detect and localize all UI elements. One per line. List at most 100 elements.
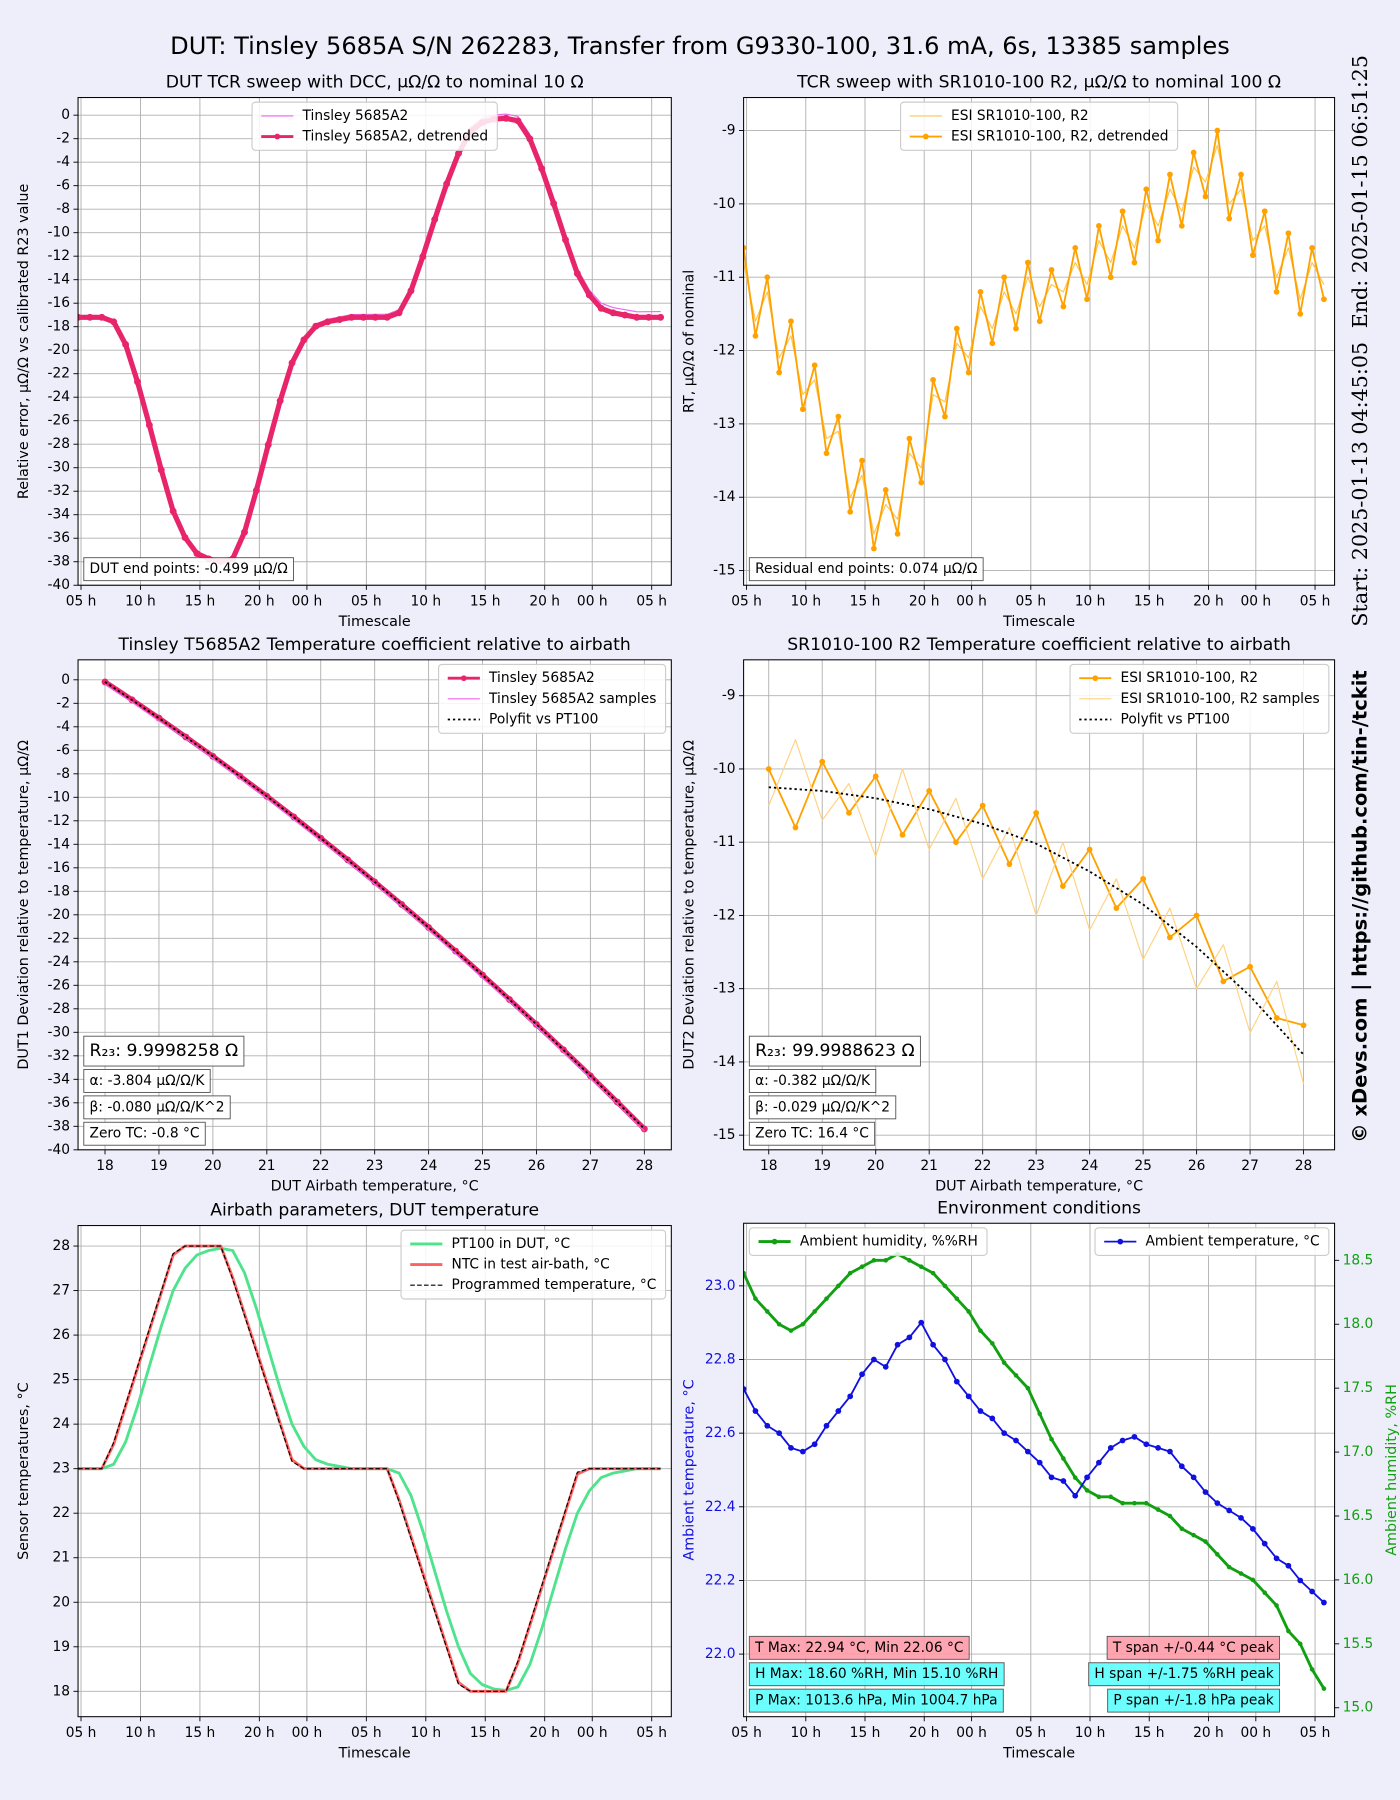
y-axis-label: DUT2 Deviation relative to temperature, …: [682, 740, 698, 1070]
series-line: [104, 681, 645, 1130]
data-point: [930, 1341, 936, 1348]
x-tick-label: 05 h: [1300, 593, 1331, 609]
x-tick-label: 00 h: [577, 1725, 608, 1741]
y-tick-label: 24: [52, 1416, 70, 1432]
data-point: [882, 487, 889, 493]
x-tick-label: 05 h: [731, 1725, 762, 1741]
data-point: [918, 479, 925, 486]
y-tick-label: -20: [48, 342, 70, 358]
data-point: [1108, 1494, 1114, 1500]
data-point: [621, 311, 629, 319]
legend-label: Polyfit vs PT100: [1121, 711, 1230, 727]
y2-tick-label: 15.5: [1343, 1636, 1374, 1652]
x-tick-label: 23: [366, 1158, 384, 1174]
y-tick-label: -12: [48, 248, 70, 264]
data-point: [597, 304, 605, 312]
data-point: [1226, 1564, 1232, 1570]
chart-title: SR1010-100 R2 Temperature coefficient re…: [787, 635, 1291, 655]
data-point: [871, 1356, 877, 1363]
data-point: [978, 1328, 983, 1333]
x-tick-label: 28: [636, 1158, 654, 1174]
data-point: [1300, 1022, 1307, 1029]
annotation-text: Zero TC: 16.4 °C: [755, 1126, 869, 1142]
data-point: [1193, 912, 1200, 919]
data-point: [395, 309, 403, 317]
series-line: [78, 115, 661, 565]
data-point: [1025, 1385, 1031, 1391]
x-tick-label: 10 h: [410, 593, 441, 609]
annotation: α: -0.382 µΩ/Ω/K: [748, 1069, 877, 1093]
data-point: [824, 1296, 829, 1301]
y-tick-label: -15: [713, 1127, 735, 1143]
x-tick-label: 05 h: [636, 1725, 667, 1741]
y2-tick-label: 16.0: [1343, 1572, 1374, 1588]
data-point: [1238, 171, 1244, 178]
data-point: [953, 1378, 960, 1385]
x-tick-label: 20 h: [529, 593, 560, 609]
data-point: [1238, 1514, 1244, 1521]
legend-label: Tinsley 5685A2: [302, 108, 409, 124]
y2-tick-label: 18.5: [1343, 1252, 1374, 1268]
data-point: [1191, 1532, 1196, 1538]
axes-background: [78, 97, 672, 586]
y-tick-label: -10: [713, 196, 735, 212]
x-tick-label: 22: [974, 1158, 992, 1174]
data-point: [1060, 1478, 1067, 1484]
data-point: [1179, 1526, 1185, 1532]
annotation: Zero TC: 16.4 °C: [748, 1121, 876, 1146]
y-tick-label: -12: [713, 907, 735, 923]
data-point: [1013, 1437, 1019, 1444]
y-tick-label: -13: [713, 981, 735, 997]
y-tick-label: 22.4: [705, 1499, 736, 1515]
data-point: [1220, 978, 1227, 985]
data-point: [979, 802, 986, 809]
x-tick-label: 28: [1295, 1158, 1313, 1174]
series-line: [743, 1252, 1326, 1690]
y2-tick-label: 18.0: [1343, 1316, 1374, 1332]
y-tick-label: -6: [56, 742, 70, 758]
legend: ESI SR1010-100, R2 ESI SR1010-100, R2 sam…: [1069, 663, 1330, 734]
data-point: [443, 180, 451, 188]
x-tick-label: 15 h: [185, 1725, 216, 1741]
data-point: [800, 1321, 806, 1327]
y-tick-label: -38: [48, 1118, 70, 1134]
legend-marker: [1117, 1238, 1124, 1245]
y-tick-label: 18: [52, 1683, 70, 1699]
data-point: [1203, 1539, 1208, 1544]
data-point: [1033, 810, 1040, 816]
x-tick-label: 21: [258, 1158, 276, 1174]
annotation-text: Zero TC: -0.8 °C: [90, 1126, 200, 1142]
legend-label: NTC in test air-bath, °C: [452, 1257, 610, 1273]
data-point: [1155, 1507, 1161, 1512]
x-tick-label: 15 h: [850, 593, 881, 609]
data-point: [799, 1448, 806, 1455]
data-point: [1285, 1562, 1292, 1569]
y-tick-label: -38: [48, 554, 70, 570]
data-point: [872, 773, 879, 780]
y-tick-label: -10: [713, 761, 735, 777]
data-point: [859, 457, 865, 464]
y-tick-label: -9: [722, 688, 736, 704]
y-tick-label: -26: [48, 977, 70, 993]
legend: Tinsley 5685A2 Tinsley 5685A2, detrended: [251, 101, 498, 151]
y-tick-label: -13: [713, 416, 735, 432]
y-tick-label: 0: [61, 672, 70, 688]
y-tick-label: 27: [52, 1283, 70, 1299]
legend: Tinsley 5685A2 Tinsley 5685A2 samples Poly…: [438, 663, 667, 734]
data-point: [1274, 1603, 1279, 1608]
y-tick-label: 23.0: [705, 1278, 736, 1294]
annotation-box: [83, 1069, 211, 1093]
data-point: [371, 313, 379, 321]
y-tick-label: -24: [48, 389, 70, 405]
annotation-text: P span +/-1.8 hPa peak: [1113, 1693, 1273, 1709]
data-point: [1262, 1590, 1267, 1595]
y-tick-label: 26: [52, 1327, 70, 1343]
x-tick-label: 15 h: [1134, 593, 1165, 609]
y-tick-label: -28: [48, 436, 70, 452]
annotation-box: [1106, 1635, 1280, 1660]
y-tick-label: 20: [52, 1594, 70, 1610]
data-point: [1036, 318, 1043, 325]
x-tick-label: 26: [1188, 1158, 1206, 1174]
chart-title: Tinsley T5685A2 Temperature coefficient …: [118, 635, 631, 655]
